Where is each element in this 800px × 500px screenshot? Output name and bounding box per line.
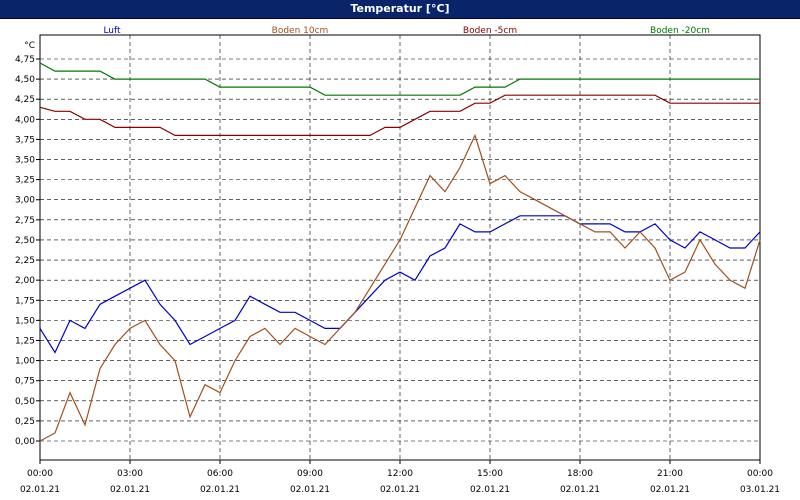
y-tick-label: 0,00 (15, 437, 35, 447)
x-tick-date: 02.01.21 (290, 485, 330, 495)
legend-entry: Boden -5cm (463, 26, 517, 36)
x-tick-time: 03:00 (117, 469, 143, 479)
x-tick-date: 02.01.21 (110, 485, 150, 495)
x-tick-date: 02.01.21 (650, 485, 690, 495)
x-tick-date: 02.01.21 (470, 485, 510, 495)
series-line-boden-5cm (39, 94, 760, 136)
axes: 0,00 0,25 0,50 0,75 1,00 1,25 1,50 1,75 2,00 2,25… (15, 41, 780, 495)
y-tick-label: 1,25 (15, 336, 35, 346)
x-tick-time: 12:00 (387, 469, 413, 479)
y-tick-label: 2,50 (15, 236, 35, 246)
y-tick-label: 3,50 (15, 156, 35, 166)
y-tick-label: 4,00 (15, 115, 35, 125)
y-axis-label: °C (24, 41, 35, 51)
y-tick-label: 1,50 (15, 316, 35, 326)
y-tick-label: 4,75 (15, 55, 35, 65)
y-tick-label: 3,00 (15, 196, 35, 206)
legend-entry: Boden -20cm (650, 26, 710, 36)
x-tick-time: 09:00 (297, 469, 323, 479)
y-tick-label: 1,00 (15, 357, 35, 367)
x-tick-time: 06:00 (207, 469, 233, 479)
y-tick-label: 4,50 (15, 75, 35, 85)
x-tick-time: 18:00 (567, 469, 593, 479)
y-tick-label: 2,25 (15, 256, 35, 266)
chart-title: Temperatur [°C] (350, 2, 450, 15)
grid (39, 34, 761, 461)
y-tick-label: 2,75 (15, 216, 35, 226)
y-tick-label: 0,25 (15, 417, 35, 427)
y-tick-label: 3,25 (15, 176, 35, 186)
y-tick-label: 1,75 (15, 296, 35, 306)
y-tick-label: 2,00 (15, 276, 35, 286)
y-tick-label: 3,75 (15, 135, 35, 145)
x-tick-time: 00:00 (747, 469, 773, 479)
title-bar: Temperatur [°C] (0, 0, 800, 19)
series-line-boden-10cm (39, 133, 761, 442)
x-tick-date: 02.01.21 (200, 485, 240, 495)
x-tick-date: 02.01.21 (560, 485, 600, 495)
x-tick-time: 00:00 (27, 469, 53, 479)
series-line-boden-20cm (39, 62, 760, 96)
x-tick-time: 21:00 (657, 469, 683, 479)
y-tick-label: 4,25 (15, 95, 35, 105)
x-tick-date: 03.01.21 (740, 485, 780, 495)
x-tick-date: 02.01.21 (20, 485, 60, 495)
series-lines (39, 62, 761, 442)
x-tick-date: 02.01.21 (380, 485, 420, 495)
y-tick-label: 0,75 (15, 377, 35, 387)
y-tick-label: 0,50 (15, 397, 35, 407)
x-tick-time: 15:00 (477, 469, 503, 479)
legend-entry: Luft (103, 26, 121, 36)
legend: Luft Boden 10cm Boden -5cm Boden -20cm (103, 26, 710, 36)
legend-entry: Boden 10cm (272, 26, 329, 36)
